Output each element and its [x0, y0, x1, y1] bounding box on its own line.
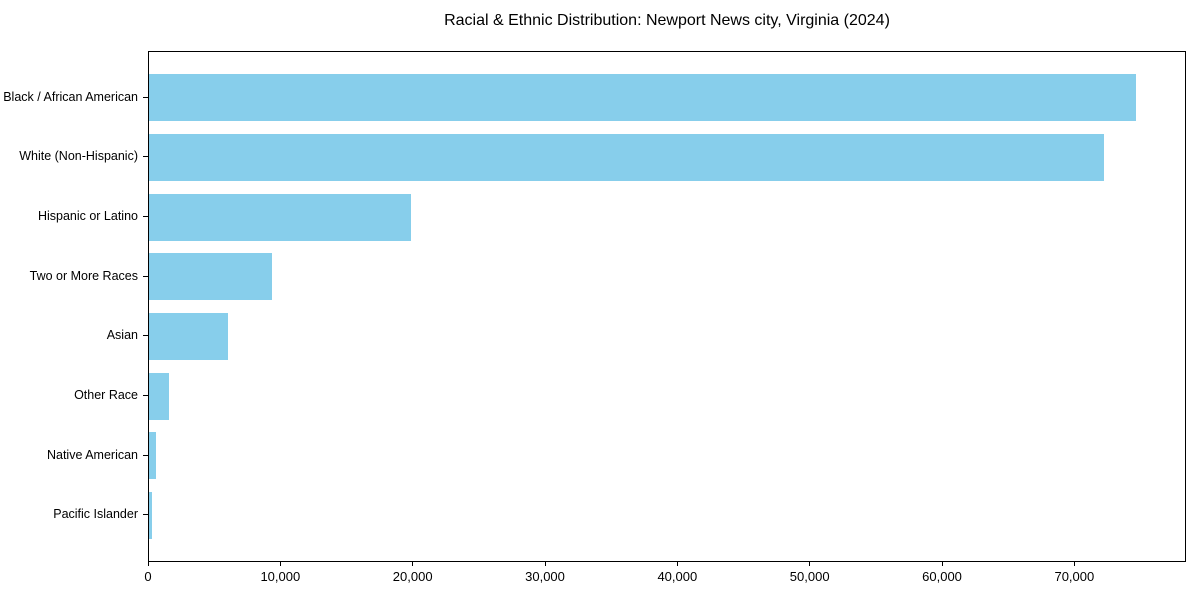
plot-area	[148, 51, 1186, 562]
y-tick-mark-4	[143, 335, 148, 337]
x-tick-mark-6	[941, 561, 943, 566]
x-tick-mark-0	[147, 561, 149, 566]
y-tick-label-4: Asian	[106, 328, 138, 343]
y-tick-label-0: Black / African American	[3, 89, 138, 104]
x-tick-mark-1	[279, 561, 281, 566]
x-tick-label-0: 0	[144, 569, 152, 584]
bar-6	[149, 432, 156, 480]
x-tick-mark-5	[809, 561, 811, 566]
bar-2	[149, 193, 411, 241]
y-tick-mark-3	[143, 275, 148, 277]
x-tick-label-6: 60,000	[922, 569, 962, 584]
x-tick-label-5: 50,000	[789, 569, 830, 584]
bar-3	[149, 253, 272, 301]
bar-7	[149, 491, 152, 539]
bar-0	[149, 74, 1136, 122]
x-tick-label-4: 40,000	[657, 569, 698, 584]
y-tick-label-1: White (Non-Hispanic)	[19, 149, 138, 164]
x-tick-mark-2	[412, 561, 414, 566]
y-tick-label-5: Other Race	[74, 388, 138, 402]
y-tick-mark-1	[143, 156, 148, 158]
x-tick-label-2: 20,000	[392, 569, 433, 584]
y-tick-mark-5	[143, 395, 148, 396]
y-tick-mark-6	[143, 454, 148, 456]
bar-5	[149, 372, 169, 420]
y-tick-label-3: Two or More Races	[29, 268, 138, 283]
y-tick-label-2: Hispanic or Latino	[37, 209, 138, 224]
x-tick-mark-3	[544, 561, 546, 566]
y-tick-mark-2	[143, 216, 148, 218]
chart-title: Racial & Ethnic Distribution: Newport Ne…	[444, 12, 890, 29]
y-tick-mark-0	[143, 96, 148, 98]
bar-4	[149, 312, 229, 360]
x-tick-mark-4	[676, 561, 678, 566]
y-tick-label-6: Native American	[46, 447, 138, 462]
x-tick-label-1: 10,000	[260, 569, 301, 584]
x-tick-label-7: 70,000	[1054, 569, 1095, 584]
bar-1	[149, 133, 1104, 181]
y-tick-label-7: Pacific Islander	[53, 507, 138, 522]
y-tick-mark-7	[143, 514, 148, 516]
x-tick-mark-7	[1073, 561, 1075, 566]
x-tick-label-3: 30,000	[525, 569, 565, 584]
